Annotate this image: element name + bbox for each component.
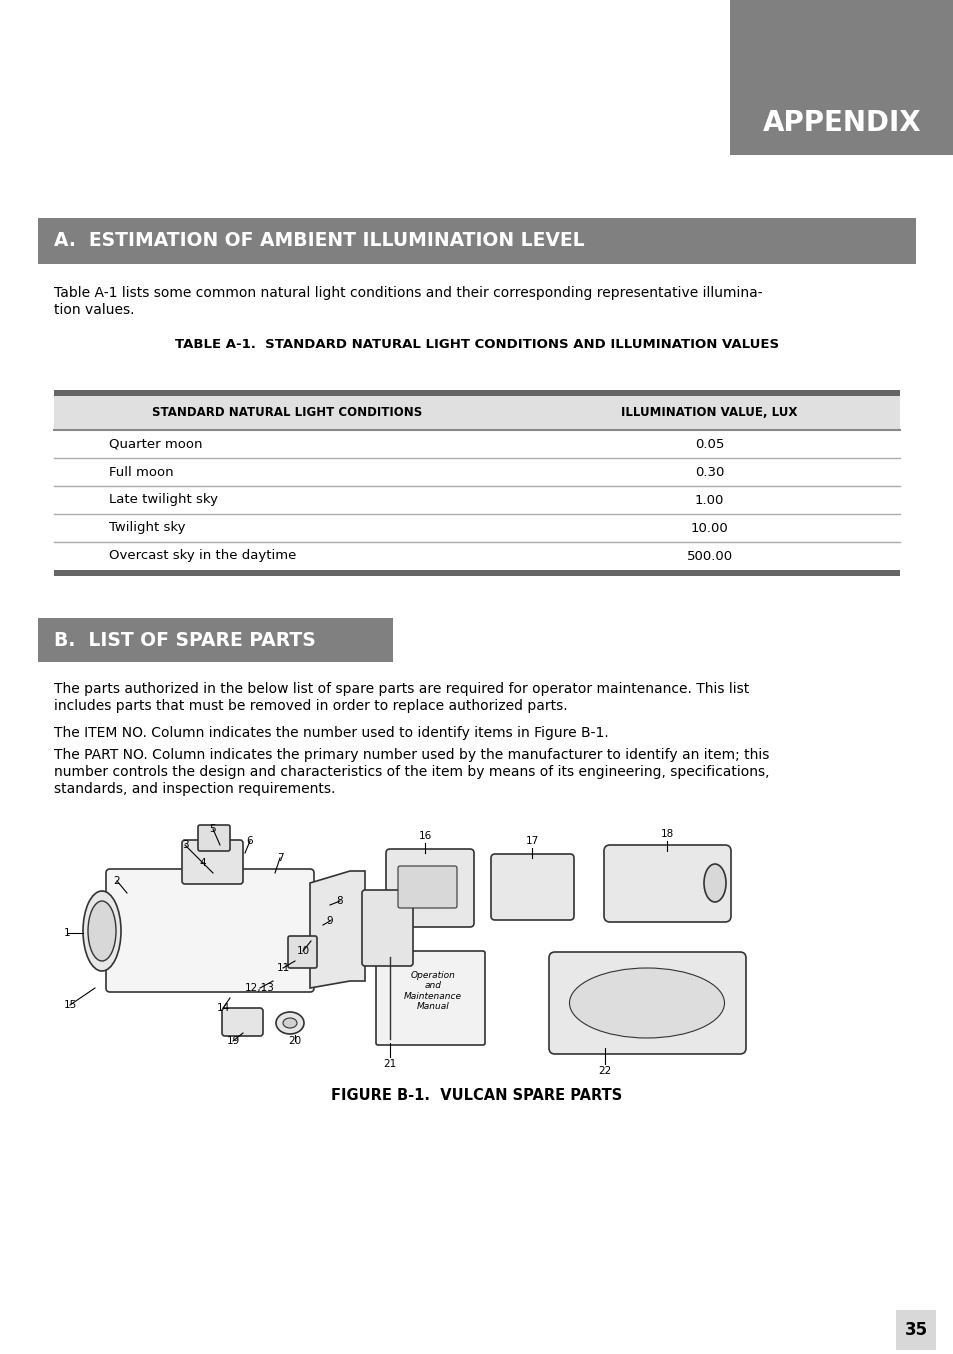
FancyBboxPatch shape (386, 849, 474, 927)
Text: Late twilight sky: Late twilight sky (109, 493, 218, 506)
Text: 2: 2 (113, 876, 120, 886)
FancyBboxPatch shape (603, 845, 730, 922)
Ellipse shape (88, 900, 116, 961)
Text: TABLE A-1.  STANDARD NATURAL LIGHT CONDITIONS AND ILLUMINATION VALUES: TABLE A-1. STANDARD NATURAL LIGHT CONDIT… (174, 338, 779, 351)
Text: 11: 11 (276, 963, 290, 974)
Ellipse shape (283, 1018, 296, 1028)
Text: Full moon: Full moon (109, 466, 173, 478)
Text: 10.00: 10.00 (690, 521, 728, 535)
Text: STANDARD NATURAL LIGHT CONDITIONS: STANDARD NATURAL LIGHT CONDITIONS (152, 406, 421, 420)
Bar (54, 390, 899, 395)
Text: 19: 19 (226, 1036, 239, 1047)
Text: 10: 10 (296, 946, 309, 956)
Text: 20: 20 (288, 1036, 301, 1047)
Text: 12,13: 12,13 (245, 983, 274, 992)
Text: 18: 18 (659, 829, 673, 839)
Bar (895, 1311, 935, 1350)
Bar (729, 0, 953, 154)
Text: Quarter moon: Quarter moon (109, 437, 202, 451)
Text: 14: 14 (216, 1003, 230, 1013)
Text: 6: 6 (247, 835, 253, 846)
FancyBboxPatch shape (106, 869, 314, 992)
Text: 8: 8 (336, 896, 343, 906)
Text: 3: 3 (181, 839, 188, 850)
Text: 22: 22 (598, 1066, 611, 1076)
Text: The parts authorized in the below list of spare parts are required for operator : The parts authorized in the below list o… (54, 682, 748, 696)
FancyBboxPatch shape (397, 867, 456, 909)
Bar (54, 570, 899, 575)
Text: ILLUMINATION VALUE, LUX: ILLUMINATION VALUE, LUX (620, 406, 797, 420)
Text: 15: 15 (63, 1001, 76, 1010)
Text: 0.30: 0.30 (694, 466, 723, 478)
Text: Operation
and
Maintenance
Manual: Operation and Maintenance Manual (403, 971, 461, 1011)
Text: 500.00: 500.00 (686, 550, 732, 562)
Text: 21: 21 (383, 1059, 396, 1070)
Text: Table A-1 lists some common natural light conditions and their corresponding rep: Table A-1 lists some common natural ligh… (54, 286, 761, 301)
Text: 1: 1 (64, 927, 71, 938)
FancyBboxPatch shape (182, 839, 243, 884)
FancyBboxPatch shape (491, 854, 574, 919)
Text: The PART NO. Column indicates the primary number used by the manufacturer to ide: The PART NO. Column indicates the primar… (54, 747, 768, 762)
Text: 0.05: 0.05 (694, 437, 723, 451)
Text: includes parts that must be removed in order to replace authorized parts.: includes parts that must be removed in o… (54, 699, 567, 714)
FancyBboxPatch shape (198, 825, 230, 852)
Text: 35: 35 (903, 1322, 926, 1339)
FancyBboxPatch shape (222, 1007, 263, 1036)
Ellipse shape (569, 968, 723, 1039)
Ellipse shape (83, 891, 121, 971)
Polygon shape (310, 871, 365, 988)
Text: Overcast sky in the daytime: Overcast sky in the daytime (109, 550, 296, 562)
Ellipse shape (275, 1011, 304, 1034)
FancyBboxPatch shape (361, 890, 413, 965)
Text: 5: 5 (210, 825, 216, 834)
Text: 16: 16 (418, 831, 431, 841)
Text: B.  LIST OF SPARE PARTS: B. LIST OF SPARE PARTS (54, 631, 315, 650)
Text: The ITEM NO. Column indicates the number used to identify items in Figure B-1.: The ITEM NO. Column indicates the number… (54, 726, 608, 741)
Text: FIGURE B-1.  VULCAN SPARE PARTS: FIGURE B-1. VULCAN SPARE PARTS (331, 1089, 622, 1104)
Text: 1.00: 1.00 (694, 493, 723, 506)
Bar (38, 617, 393, 662)
Text: 4: 4 (199, 858, 206, 868)
Text: 9: 9 (326, 917, 333, 926)
Text: standards, and inspection requirements.: standards, and inspection requirements. (54, 783, 335, 796)
Text: Twilight sky: Twilight sky (109, 521, 185, 535)
FancyBboxPatch shape (375, 951, 484, 1045)
Text: tion values.: tion values. (54, 303, 134, 317)
Text: 17: 17 (525, 835, 538, 846)
Bar (54, 395, 899, 431)
FancyBboxPatch shape (288, 936, 316, 968)
Bar (38, 218, 915, 264)
Text: APPENDIX: APPENDIX (761, 110, 921, 137)
Text: number controls the design and characteristics of the item by means of its engin: number controls the design and character… (54, 765, 769, 779)
FancyBboxPatch shape (548, 952, 745, 1053)
Text: A.  ESTIMATION OF AMBIENT ILLUMINATION LEVEL: A. ESTIMATION OF AMBIENT ILLUMINATION LE… (54, 232, 584, 250)
Ellipse shape (703, 864, 725, 902)
Text: 7: 7 (276, 853, 283, 862)
